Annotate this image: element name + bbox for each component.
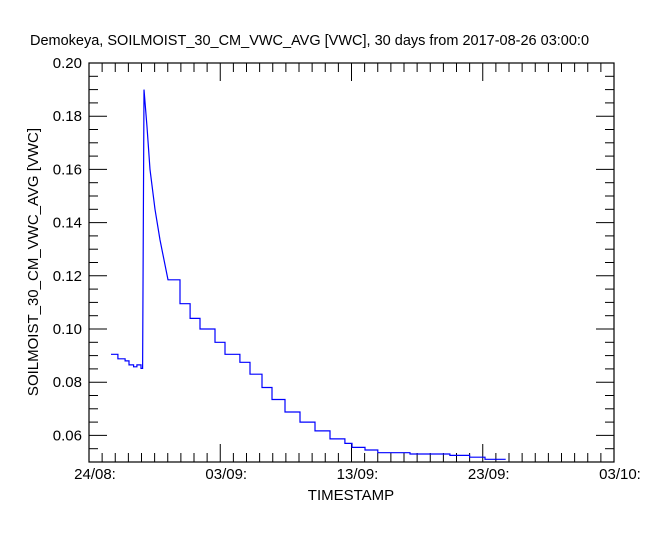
data-point <box>146 126 147 127</box>
data-point <box>124 360 125 361</box>
data-point <box>179 303 180 304</box>
data-point <box>140 368 141 369</box>
data-point <box>284 411 285 412</box>
y-tick-label: 0.20 <box>53 55 82 72</box>
axis-ticks <box>88 62 615 463</box>
data-point <box>504 458 505 459</box>
x-tick-label: 13/09: <box>337 466 379 483</box>
data-point <box>199 328 200 329</box>
y-tick-label: 0.16 <box>53 161 82 178</box>
data-point <box>469 457 470 458</box>
data-point <box>167 279 168 280</box>
data-point <box>110 354 111 355</box>
data-point <box>214 342 215 343</box>
y-tick-label: 0.06 <box>53 427 82 444</box>
y-tick-label: 0.08 <box>53 374 82 391</box>
data-point <box>143 89 144 90</box>
data-point <box>271 399 272 400</box>
data-point <box>249 374 250 375</box>
data-point <box>136 364 137 365</box>
y-tick-label: 0.18 <box>53 108 82 125</box>
data-point <box>154 209 155 210</box>
data-point <box>133 366 134 367</box>
x-tick-label: 03/10: <box>599 466 641 483</box>
y-tick-labels: 0.06 0.08 0.10 0.12 0.14 0.16 0.18 0.20 <box>53 55 82 444</box>
data-point <box>351 447 352 448</box>
data-point <box>377 452 378 453</box>
data-point <box>142 368 143 369</box>
y-tick-label: 0.10 <box>53 321 82 338</box>
data-point <box>224 354 225 355</box>
data-point <box>159 239 160 240</box>
data-point <box>117 358 118 359</box>
series-group <box>110 89 506 460</box>
x-axis-label: TIMESTAMP <box>308 487 394 504</box>
y-axis-label: SOILMOIST_30_CM_VWC_AVG [VWC] <box>25 128 42 396</box>
y-tick-label: 0.14 <box>53 215 82 232</box>
x-tick-label: 23/09: <box>468 466 510 483</box>
series-line <box>111 89 506 460</box>
x-tick-labels: 24/08: 03/09: 13/09: 23/09: 03/10: <box>74 466 641 483</box>
plot-frame <box>88 62 615 463</box>
data-point <box>364 449 365 450</box>
data-point <box>409 453 410 454</box>
data-point <box>239 362 240 363</box>
data-point <box>344 443 345 444</box>
chart-title: Demokeya, SOILMOIST_30_CM_VWC_AVG [VWC],… <box>30 33 589 49</box>
data-point <box>314 430 315 431</box>
x-tick-label: 03/09: <box>205 466 247 483</box>
data-point <box>261 387 262 388</box>
data-point <box>484 459 485 460</box>
data-point <box>128 364 129 365</box>
x-tick-label: 24/08: <box>74 466 116 483</box>
data-point <box>449 455 450 456</box>
data-point <box>299 422 300 423</box>
data-point <box>149 169 150 170</box>
y-tick-label: 0.12 <box>53 268 82 285</box>
data-point <box>329 438 330 439</box>
data-point <box>189 318 190 319</box>
